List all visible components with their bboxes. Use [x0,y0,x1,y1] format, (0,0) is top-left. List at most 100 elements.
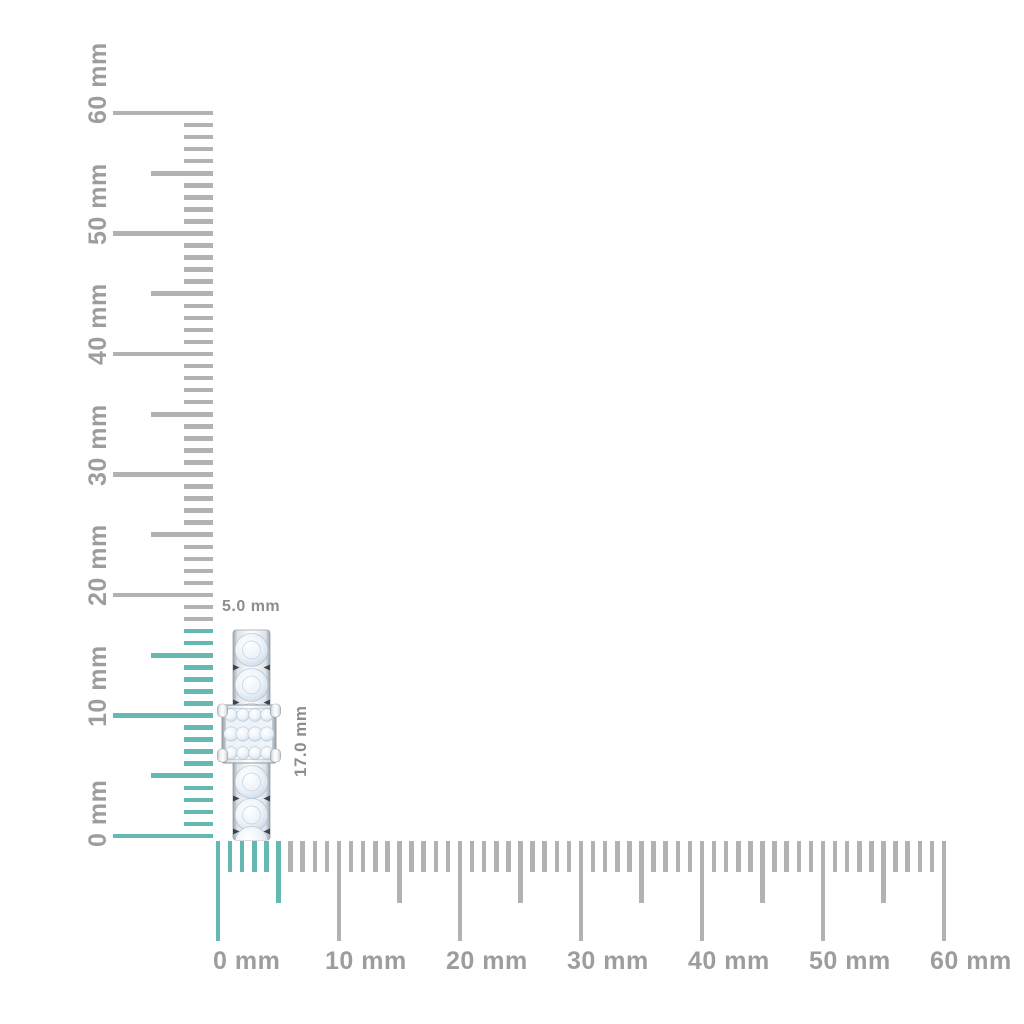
vertical-ruler-tick-2mm [184,809,213,815]
horizontal-ruler-tick-25mm [518,841,523,903]
horizontal-ruler-tick-56mm [893,841,898,872]
horizontal-ruler-tick-1mm [227,841,233,872]
horizontal-ruler-tick-11mm [348,841,354,872]
height-dimension-label: 17.0 mm [291,705,310,777]
horizontal-ruler-tick-6mm [288,841,293,872]
horizontal-ruler-tick-55mm [881,841,886,903]
vertical-ruler-tick-18mm [184,616,213,622]
horizontal-ruler-tick-17mm [421,841,426,872]
vertical-ruler-tick-52mm [184,207,213,212]
vertical-ruler-tick-42mm [184,327,213,333]
horizontal-ruler-label-0mm: 0 mm [213,947,281,975]
horizontal-ruler-tick-28mm [554,841,560,872]
vertical-ruler-tick-33mm [184,436,213,441]
vertical-ruler-tick-27mm [184,508,213,513]
horizontal-ruler-tick-37mm [663,841,668,872]
vertical-ruler-tick-25mm [151,532,213,538]
vertical-ruler-tick-23mm [184,556,213,562]
horizontal-ruler-tick-59mm [929,841,935,872]
horizontal-ruler-tick-4mm [264,841,269,872]
vertical-ruler-tick-11mm [184,701,213,706]
vertical-ruler-label-10mm: 10 mm [84,644,112,727]
horizontal-ruler-tick-21mm [469,841,475,872]
horizontal-ruler-label-20mm: 20 mm [446,947,528,975]
horizontal-ruler-tick-38mm [675,841,681,872]
vertical-ruler-tick-60mm [113,110,213,116]
horizontal-ruler-tick-23mm [494,841,499,872]
horizontal-ruler-tick-31mm [590,841,596,872]
vertical-ruler-tick-24mm [184,544,213,550]
horizontal-ruler-tick-32mm [602,841,608,872]
horizontal-ruler-tick-15mm [397,841,402,903]
horizontal-ruler-tick-43mm [736,841,741,872]
vertical-ruler-tick-53mm [184,195,213,200]
horizontal-ruler-tick-26mm [530,841,535,872]
horizontal-ruler-label-40mm: 40 mm [688,947,770,975]
vertical-ruler-tick-31mm [184,460,213,465]
horizontal-ruler-tick-53mm [857,841,862,872]
vertical-ruler-tick-48mm [184,255,213,260]
horizontal-ruler-tick-16mm [409,841,414,872]
horizontal-ruler-tick-60mm [941,841,947,941]
vertical-ruler-tick-13mm [184,677,213,682]
horizontal-ruler-tick-0mm [215,841,221,941]
horizontal-ruler-tick-54mm [869,841,874,872]
vertical-ruler-label-20mm: 20 mm [84,524,112,606]
ring-prongs [217,703,281,763]
horizontal-ruler-tick-39mm [687,841,693,872]
vertical-ruler-tick-32mm [184,448,213,453]
vertical-ruler-tick-43mm [184,315,213,321]
vertical-ruler-tick-4mm [184,785,213,791]
horizontal-ruler-tick-10mm [336,841,342,941]
horizontal-ruler-tick-12mm [360,841,366,872]
vertical-ruler-tick-37mm [184,387,213,393]
horizontal-ruler-tick-8mm [312,841,318,872]
vertical-ruler-tick-51mm [184,219,213,224]
horizontal-ruler-tick-9mm [324,841,330,872]
horizontal-ruler-tick-57mm [905,841,910,872]
vertical-ruler-tick-17mm [184,628,213,634]
horizontal-ruler-tick-36mm [651,841,656,872]
horizontal-ruler-tick-14mm [385,841,390,872]
vertical-ruler-tick-22mm [184,568,213,574]
vertical-ruler-tick-14mm [184,665,213,670]
vertical-ruler-tick-36mm [184,399,213,405]
vertical-ruler-tick-1mm [184,821,213,827]
horizontal-ruler-tick-41mm [711,841,717,872]
horizontal-ruler-tick-45mm [760,841,765,903]
vertical-ruler-tick-19mm [184,604,213,610]
vertical-ruler-tick-21mm [184,580,213,586]
horizontal-ruler-tick-33mm [615,841,620,872]
horizontal-ruler-tick-34mm [627,841,632,872]
horizontal-ruler-tick-22mm [481,841,487,872]
horizontal-ruler-tick-51mm [832,841,838,872]
vertical-ruler-tick-16mm [184,640,213,646]
vertical-ruler-tick-41mm [184,339,213,345]
vertical-ruler-tick-59mm [184,122,213,128]
horizontal-ruler-tick-19mm [445,841,451,872]
horizontal-ruler-label-10mm: 10 mm [325,947,407,975]
horizontal-ruler-tick-5mm [276,841,281,903]
vertical-ruler-tick-12mm [184,689,213,694]
vertical-ruler-label-60mm: 60 mm [84,42,112,124]
horizontal-ruler-tick-44mm [748,841,753,872]
vertical-ruler-tick-56mm [184,158,213,164]
vertical-ruler-tick-54mm [184,183,213,188]
horizontal-ruler-tick-49mm [808,841,814,872]
vertical-ruler-tick-15mm [151,652,213,658]
horizontal-ruler-tick-20mm [457,841,463,941]
horizontal-ruler-tick-2mm [239,841,245,872]
diamond-ring-side-view [217,629,281,841]
horizontal-ruler-tick-35mm [639,841,644,903]
horizontal-ruler-tick-13mm [373,841,378,872]
horizontal-ruler-tick-27mm [542,841,547,872]
horizontal-ruler-tick-52mm [844,841,850,872]
vertical-ruler-tick-57mm [184,146,213,152]
vertical-ruler-tick-49mm [184,243,213,248]
vertical-ruler-tick-3mm [184,797,213,803]
vertical-ruler-tick-55mm [151,170,213,176]
vertical-ruler-tick-47mm [184,267,213,272]
horizontal-ruler-tick-30mm [578,841,584,941]
horizontal-ruler-tick-48mm [796,841,802,872]
